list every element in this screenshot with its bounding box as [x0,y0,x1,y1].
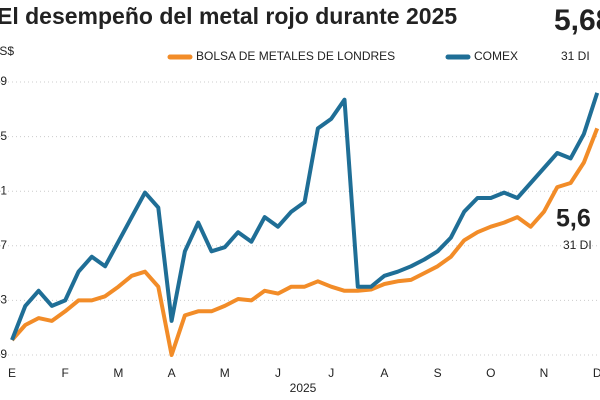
y-tick-label: 5,1 [0,183,7,197]
x-tick-label: F [62,366,69,380]
x-axis-label: 2025 [290,381,317,395]
x-tick-label: S [434,366,442,380]
y-tick-label: 3,9 [0,347,7,361]
annotation-date: 31 DI [561,49,590,63]
y-axis-label: US$ [0,44,14,58]
x-tick-label: E [8,366,16,380]
annotation-value: 5,6 [556,205,591,233]
annotation-date: 31 DI [563,238,592,252]
y-tick-label: 4,3 [0,293,7,307]
x-tick-label: J [275,366,281,380]
x-tick-label: O [486,366,495,380]
x-tick-label: M [220,366,230,380]
legend-label: BOLSA DE METALES DE LONDRES [196,49,395,63]
x-tick-label: N [540,366,549,380]
y-tick-label: 5,9 [0,74,7,88]
legend-label: COMEX [474,49,518,63]
y-tick-label: 5,5 [0,129,7,143]
x-tick-label: A [168,366,176,380]
y-tick-label: 4,7 [0,238,7,252]
x-tick-label: M [113,366,123,380]
series-line [10,127,600,357]
series-line [10,92,600,341]
x-tick-label: A [380,366,388,380]
chart-title: El desempeño del metal rojo durante 2025 [0,3,457,29]
annotation-value: 5,68 [554,4,600,37]
x-tick-label: D [593,366,600,380]
x-tick-label: J [328,366,334,380]
